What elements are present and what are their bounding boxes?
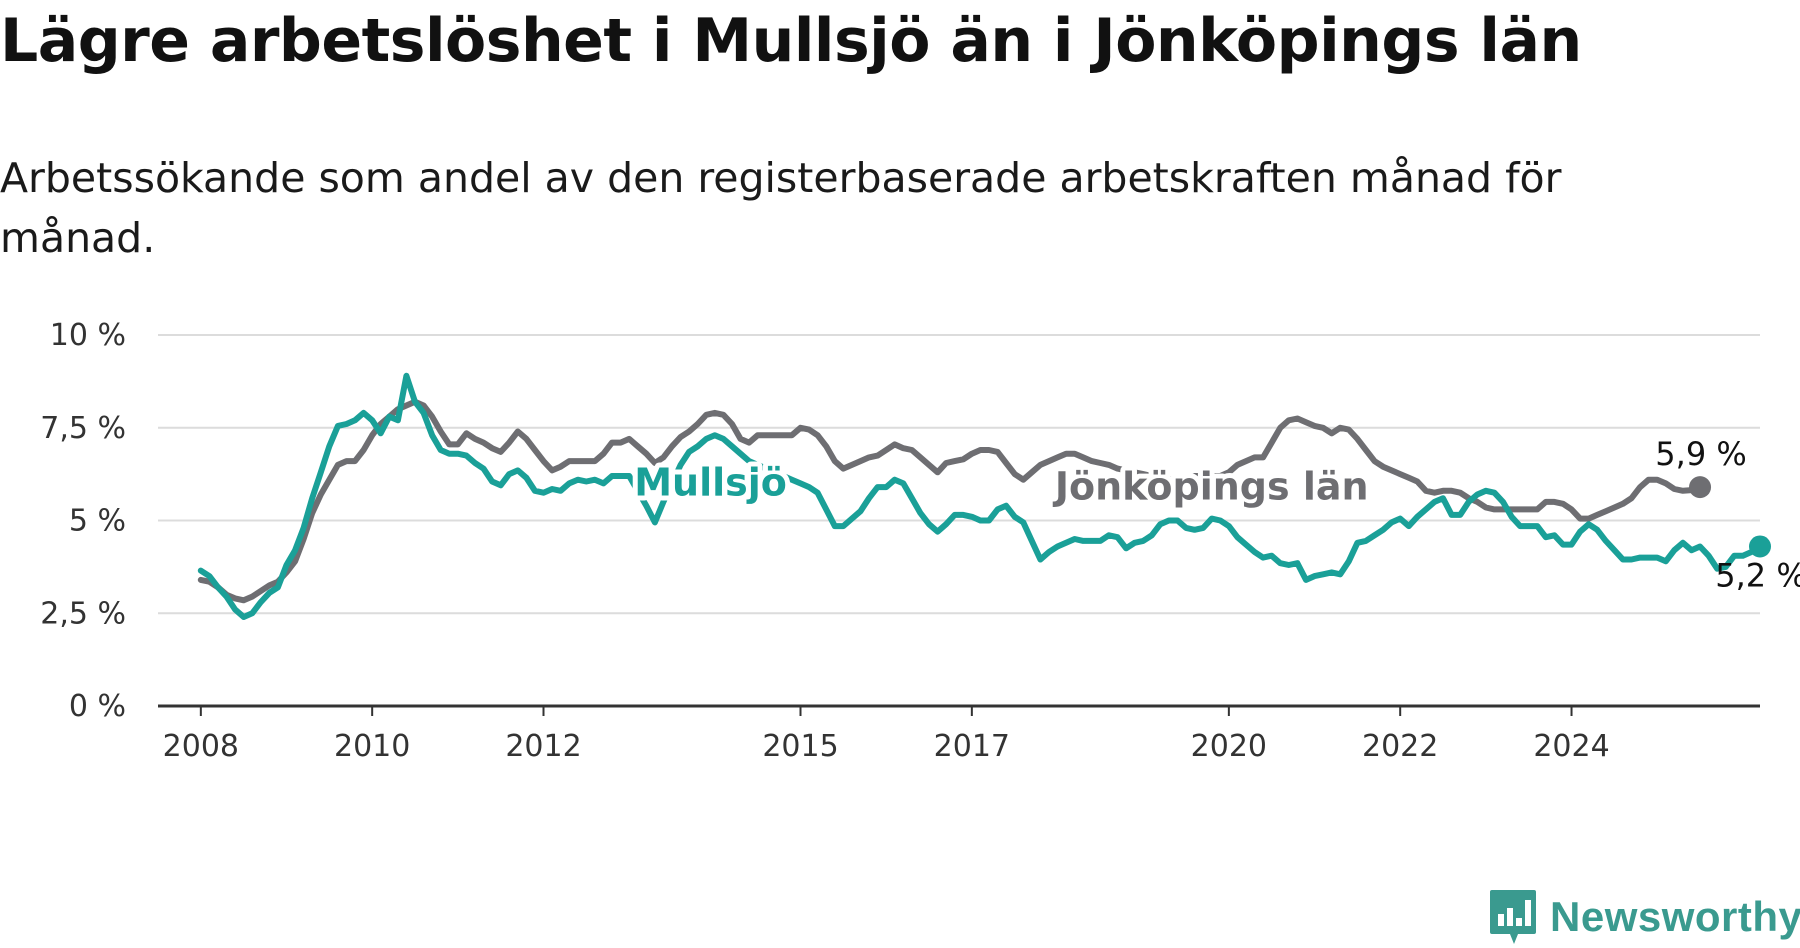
x-tick-label: 2010 (334, 729, 410, 764)
x-tick-label: 2022 (1362, 729, 1438, 764)
series-end-label: 5,2 % (1715, 556, 1800, 594)
brand-name: Newsworthy (1550, 893, 1800, 940)
newsworthy-logo: Newsworthy (1488, 888, 1800, 946)
x-axis: 2008 2010 2012 2015 2017 2020 2022 2024 (163, 706, 1610, 764)
x-tick-label: 2015 (762, 729, 838, 764)
series-end-label: 5,9 % (1655, 435, 1746, 473)
x-tick-label: 2012 (505, 729, 581, 764)
series-lines (197, 372, 1771, 620)
y-tick-label: 5 % (69, 504, 126, 539)
y-tick-label: 0 % (69, 689, 126, 724)
y-tick-label: 10 % (50, 318, 126, 353)
x-tick-label: 2008 (163, 729, 239, 764)
x-tick-label: 2024 (1533, 729, 1609, 764)
series-end-point (1689, 476, 1712, 499)
chart-subtitle: Arbetssökande som andel av den registerb… (0, 154, 1562, 262)
x-tick-label: 2017 (934, 729, 1010, 764)
y-tick-label: 2,5 % (40, 596, 126, 631)
chart-title: Lägre arbetslöshet i Mullsjö än i Jönköp… (0, 6, 1582, 76)
series-line-mullsjo (197, 372, 1763, 620)
y-grid: 0 % 2,5 % 5 % 7,5 % 10 % (40, 318, 1760, 724)
series-name-label: Mullsjö (634, 461, 787, 505)
series-name-label: Jönköpings län (1052, 464, 1369, 508)
newsworthy-logo-icon (1490, 890, 1536, 944)
series-end-point (1749, 535, 1771, 558)
series-line-jonkopings-lan (197, 398, 1703, 604)
x-tick-label: 2020 (1191, 729, 1267, 764)
y-tick-label: 7,5 % (40, 411, 126, 446)
series-labels: 5,9 % Jönköpings län 5,2 % Mullsjö (629, 435, 1800, 594)
